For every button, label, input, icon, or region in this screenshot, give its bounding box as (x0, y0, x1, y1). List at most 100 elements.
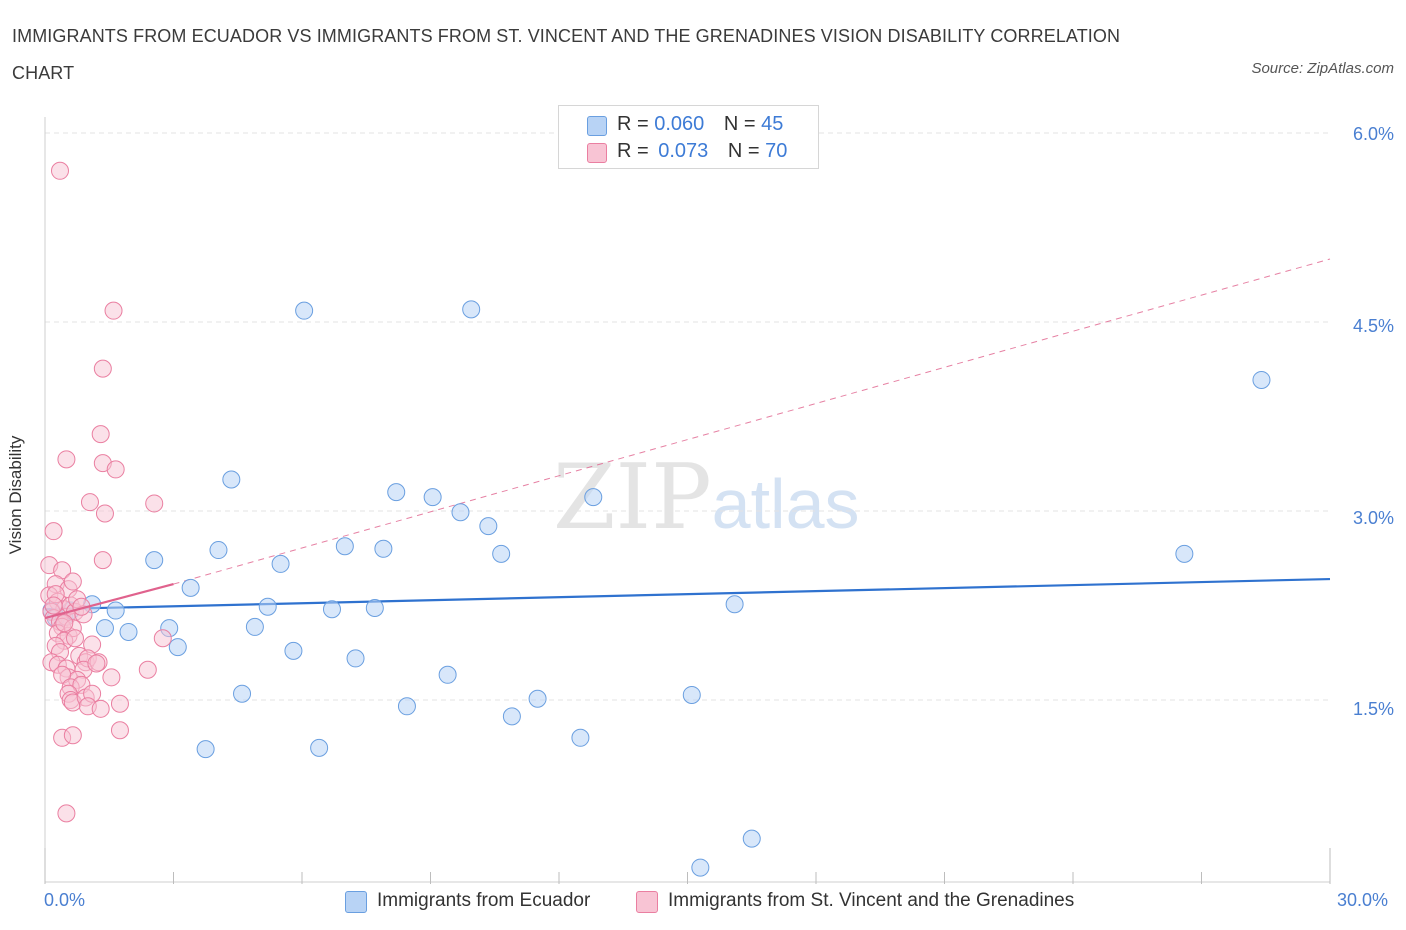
point-ecuador (106, 601, 125, 620)
point-stvincent (87, 654, 106, 673)
points-stvincent (40, 161, 174, 823)
point-ecuador (209, 541, 228, 560)
point-stvincent (93, 359, 112, 378)
legend-r-value-stvincent: 0.073 (658, 140, 709, 162)
point-stvincent (138, 660, 157, 679)
trend-lines (44, 258, 1331, 611)
y-tick-label: 3.0% (1352, 508, 1394, 528)
legend-row-ecuador: R = 0.060 N = 45 (617, 113, 783, 136)
point-ecuador (1252, 370, 1271, 389)
point-ecuador (258, 597, 277, 616)
point-stvincent (95, 504, 114, 523)
point-stvincent (104, 301, 123, 320)
legend-n-value-stvincent: 70 (765, 140, 788, 162)
chart-title: IMMIGRANTS FROM ECUADOR VS IMMIGRANTS FR… (12, 26, 1121, 83)
legend-row-stvincent: R = 0.073 N = 70 (617, 140, 787, 163)
point-ecuador (397, 697, 416, 716)
point-stvincent (44, 522, 63, 541)
point-ecuador (451, 503, 470, 522)
y-tick-label: 4.5% (1352, 316, 1394, 336)
point-stvincent (55, 614, 74, 633)
point-stvincent (44, 596, 63, 615)
point-stvincent (80, 493, 99, 512)
bottom-legend-stvincent: Immigrants from St. Vincent and the Gren… (668, 890, 1075, 911)
point-stvincent (57, 450, 76, 469)
point-ecuador (346, 649, 365, 668)
point-ecuador (233, 684, 252, 703)
point-ecuador (725, 595, 744, 614)
point-ecuador (271, 554, 290, 573)
point-stvincent (50, 161, 69, 180)
legend-r-label: R = (617, 113, 649, 135)
x-tick-label: 30.0% (1337, 890, 1389, 910)
point-ecuador (387, 483, 406, 502)
point-stvincent (63, 726, 82, 745)
watermark-atlas: atlas (711, 465, 860, 543)
legend-r-label: R = (617, 140, 649, 162)
point-ecuador (502, 707, 521, 726)
point-ecuador (492, 544, 511, 563)
point-stvincent (63, 572, 82, 591)
watermark: ZIPatlas (553, 445, 860, 550)
point-stvincent (91, 699, 110, 718)
point-stvincent (65, 629, 84, 648)
grid (45, 132, 1330, 701)
point-ecuador (742, 829, 761, 848)
legend-n-value-ecuador: 45 (761, 113, 784, 135)
point-stvincent (110, 694, 129, 713)
point-ecuador (196, 740, 215, 759)
y-tick-label: 1.5% (1352, 699, 1394, 719)
point-ecuador (374, 539, 393, 558)
point-ecuador (528, 689, 547, 708)
point-stvincent (93, 551, 112, 570)
y-axis-label: Vision Disability (6, 435, 25, 555)
trend-line-stvincent (44, 583, 174, 620)
y-tick-label: 6.0% (1352, 124, 1394, 144)
trend-line-ecuador (44, 577, 1331, 611)
point-ecuador (119, 622, 138, 641)
point-stvincent (57, 804, 76, 823)
point-ecuador (682, 685, 701, 704)
point-ecuador (145, 551, 164, 570)
legend-swatch-stvincent (587, 143, 607, 163)
point-stvincent (53, 665, 72, 684)
point-ecuador (584, 488, 603, 507)
legend-swatch-ecuador (587, 116, 607, 136)
point-ecuador (479, 517, 498, 536)
point-ecuador (423, 488, 442, 507)
point-stvincent (102, 668, 121, 687)
point-stvincent (153, 629, 172, 648)
point-ecuador (310, 738, 329, 757)
bottom-legend-swatch-ecuador (345, 891, 367, 913)
point-stvincent (145, 494, 164, 513)
correlation-legend: R = 0.060 N = 45 R = 0.073 N = 70 (558, 105, 819, 169)
point-ecuador (168, 638, 187, 657)
point-ecuador (284, 641, 303, 660)
point-stvincent (106, 460, 125, 479)
point-ecuador (295, 301, 314, 320)
points-ecuador (42, 300, 1271, 877)
point-stvincent (91, 425, 110, 444)
point-ecuador (691, 858, 710, 877)
axes (44, 117, 1331, 884)
watermark-zip: ZIP (553, 445, 712, 550)
point-ecuador (1175, 544, 1194, 563)
point-ecuador (571, 728, 590, 747)
trend-line-stvincent-dashed (173, 258, 1331, 585)
point-ecuador (245, 617, 264, 636)
point-ecuador (95, 619, 114, 638)
legend-n-label: N = (723, 113, 756, 135)
point-ecuador (222, 470, 241, 489)
bottom-legend-ecuador: Immigrants from Ecuador (377, 890, 591, 911)
source-label: Source: ZipAtlas.com (1251, 60, 1394, 77)
x-tick-label: 0.0% (44, 890, 86, 910)
bottom-legend-swatch-stvincent (636, 891, 658, 913)
point-stvincent (110, 721, 129, 740)
point-ecuador (462, 300, 481, 319)
legend-n-label: N = (727, 140, 760, 162)
point-ecuador (438, 665, 457, 684)
point-ecuador (181, 578, 200, 597)
point-ecuador (335, 537, 354, 556)
point-ecuador (322, 600, 341, 619)
